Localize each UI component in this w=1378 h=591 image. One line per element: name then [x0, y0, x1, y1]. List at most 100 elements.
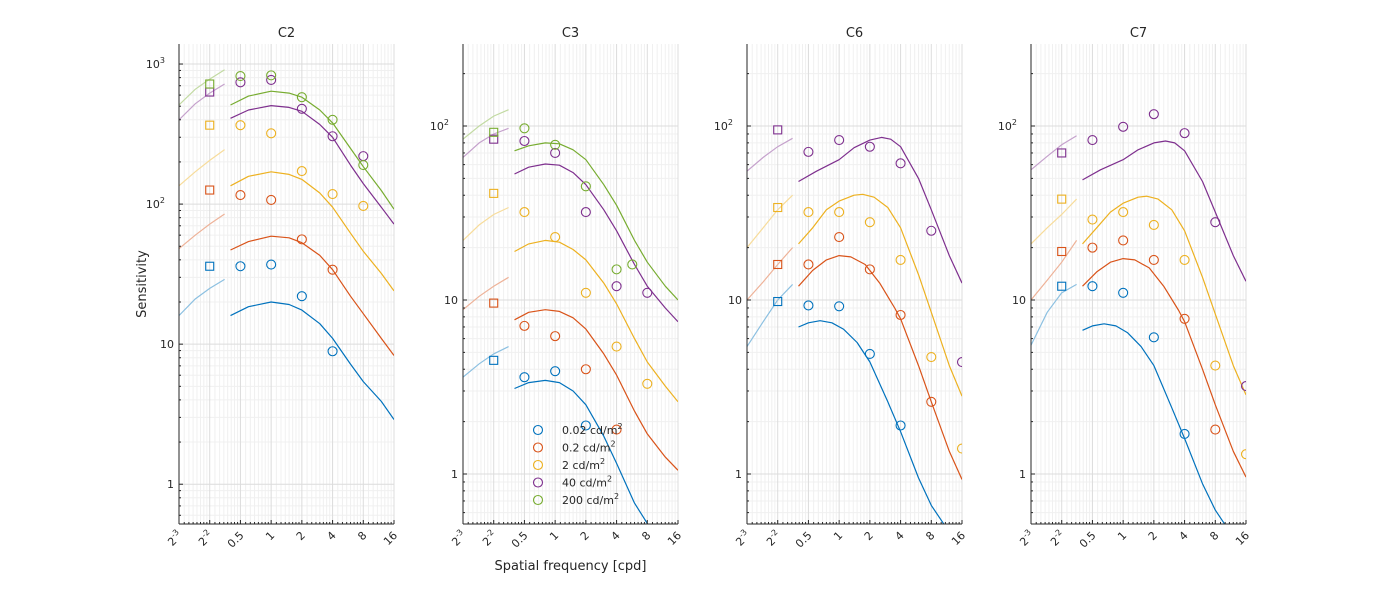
grid: [178, 44, 395, 524]
faint-curve-40-cd-m2: [747, 137, 793, 172]
circle-marker-0-2-cd-m2: [834, 232, 845, 243]
circle-marker-2-cd-m2: [1179, 254, 1190, 265]
circle-marker-40-cd-m2: [296, 103, 307, 114]
square-marker-40-cd-m2: [1057, 148, 1067, 158]
plot-area: [463, 109, 678, 524]
legend-marker: [532, 477, 544, 488]
model-curve-0-02-cd-m2: [230, 301, 394, 420]
x-tick-label: 2-2: [479, 528, 500, 549]
x-tick-label: 2: [578, 529, 592, 543]
legend-label: 0.2 cd/m2: [562, 440, 616, 455]
circle-marker-0-02-cd-m2: [235, 261, 246, 272]
circle-marker-0-02-cd-m2: [266, 259, 277, 270]
x-tick-label: 2: [862, 529, 876, 543]
x-tick-label: 0.5: [225, 529, 247, 551]
square-marker-0-02-cd-m2: [205, 261, 215, 271]
square-marker-0-2-cd-m2: [1057, 246, 1067, 257]
circle-marker-40-cd-m2: [266, 74, 277, 85]
square-marker-2-cd-m2: [489, 188, 499, 198]
circle-marker-200-cd-m2: [358, 160, 369, 171]
y-axis-label: Sensitivity: [135, 250, 150, 318]
circle-marker-2-cd-m2: [926, 352, 937, 363]
y-tick-label: 103: [146, 56, 165, 71]
circle-marker-40-cd-m2: [1087, 135, 1098, 146]
subplot-c6: 2-3 2-2 0.5 1 2 4 8 16 1 10 102 C6: [714, 26, 968, 550]
circle-marker-2-cd-m2: [327, 188, 338, 200]
x-tick-label: 8: [355, 529, 369, 543]
x-tick-label: 0.5: [793, 529, 815, 551]
circle-marker-40-cd-m2: [1179, 128, 1190, 139]
model-curve-2-cd-m2: [514, 239, 678, 403]
x-tick-label: 1: [831, 529, 845, 543]
x-tick-label: 2-2: [763, 528, 784, 549]
legend-label: 0.02 cd/m2: [562, 422, 623, 437]
circle-marker-2-cd-m2: [642, 378, 653, 389]
circle-marker-200-cd-m2: [627, 259, 638, 270]
legend-marker: [532, 459, 544, 471]
circle-marker-2-cd-m2: [358, 200, 369, 211]
faint-curve-0-02-cd-m2: [179, 278, 225, 317]
model-curve-2-cd-m2: [230, 171, 394, 292]
x-tick-label: 2-2: [195, 528, 216, 549]
faint-curve-2-cd-m2: [1031, 198, 1078, 245]
x-tick-label: 16: [949, 529, 968, 548]
model-curve-0-02-cd-m2: [514, 379, 649, 524]
x-tick-label: 2-3: [448, 528, 469, 549]
circle-marker-0-02-cd-m2: [834, 301, 845, 312]
circle-marker-40-cd-m2: [642, 287, 653, 298]
subplot-c3: 2-3 2-2 0.5 1 2 4 8 16 1 10 102 C3 0.02 cd/m2 0.2 cd/…: [430, 26, 684, 550]
x-tick-label: 16: [381, 529, 400, 548]
y-tick-label: 102: [430, 118, 449, 133]
subplot-title: C7: [1130, 26, 1147, 41]
circle-marker-200-cd-m2: [266, 70, 277, 81]
model-curve-0-2-cd-m2: [230, 235, 394, 356]
x-tick-label: 16: [665, 529, 684, 548]
x-tick-label: 2: [294, 529, 308, 543]
x-tick-label: 0.5: [509, 529, 531, 551]
circle-marker-40-cd-m2: [327, 131, 338, 142]
circle-marker-2-cd-m2: [296, 166, 307, 177]
circle-marker-0-2-cd-m2: [266, 194, 277, 206]
faint-curve-40-cd-m2: [1031, 135, 1077, 171]
circle-marker-40-cd-m2: [235, 77, 246, 88]
square-marker-0-2-cd-m2: [489, 298, 499, 308]
circle-marker-2-cd-m2: [266, 128, 277, 139]
circle-marker-2-cd-m2: [1118, 207, 1129, 218]
circle-marker-200-cd-m2: [327, 114, 338, 125]
circle-marker-40-cd-m2: [1210, 217, 1221, 228]
circle-marker-0-2-cd-m2: [895, 309, 906, 321]
legend-label: 40 cd/m2: [562, 475, 612, 490]
model-curve-0-02-cd-m2: [798, 320, 945, 524]
circle-marker-0-02-cd-m2: [1118, 287, 1129, 298]
faint-curve-2-cd-m2: [179, 149, 225, 187]
circle-marker-2-cd-m2: [519, 207, 530, 218]
grid: [462, 44, 679, 524]
model-curve-200-cd-m2: [230, 90, 394, 210]
circle-marker-2-cd-m2: [550, 232, 561, 243]
square-marker-0-02-cd-m2: [1057, 281, 1067, 291]
legend: 0.02 cd/m2 0.2 cd/m2 2 cd/m2 40 cd/m2 200 cd…: [532, 422, 623, 507]
x-tick-label: 8: [923, 529, 937, 543]
square-marker-2-cd-m2: [205, 120, 215, 130]
circle-marker-2-cd-m2: [1087, 214, 1098, 225]
circle-marker-40-cd-m2: [1118, 121, 1129, 132]
square-marker-200-cd-m2: [489, 127, 499, 137]
circle-marker-0-02-cd-m2: [296, 291, 307, 302]
circle-marker-200-cd-m2: [580, 181, 591, 192]
model-curve-0-2-cd-m2: [514, 309, 678, 471]
circle-marker-40-cd-m2: [1148, 109, 1159, 120]
circle-marker-0-02-cd-m2: [803, 300, 814, 311]
model-curve-40-cd-m2: [798, 136, 962, 284]
x-tick-label: 4: [609, 529, 623, 543]
x-tick-label: 16: [1233, 529, 1252, 548]
circle-marker-40-cd-m2: [1240, 381, 1246, 392]
y-tick-label: 1: [735, 468, 742, 481]
circle-marker-0-02-cd-m2: [1148, 332, 1159, 343]
faint-curve-0-02-cd-m2: [747, 283, 794, 347]
circle-marker-0-02-cd-m2: [1087, 281, 1098, 292]
square-marker-2-cd-m2: [773, 202, 783, 213]
circle-marker-40-cd-m2: [519, 135, 530, 147]
model-curve-200-cd-m2: [514, 142, 678, 301]
circle-marker-0-02-cd-m2: [519, 372, 530, 383]
